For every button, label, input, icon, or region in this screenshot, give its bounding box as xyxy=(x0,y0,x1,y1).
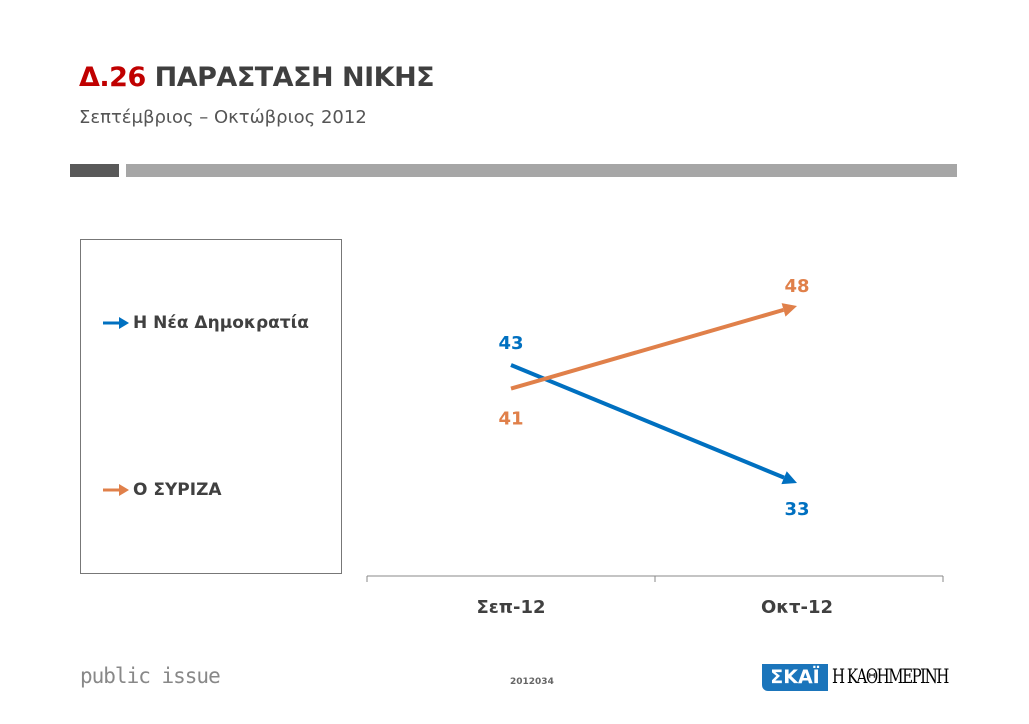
data-label: 41 xyxy=(498,409,523,430)
series-arrowhead xyxy=(781,471,797,485)
data-label: 43 xyxy=(498,333,523,354)
title-text: ΠΑΡΑΣΤΑΣΗ ΝΙΚΗΣ xyxy=(154,62,435,93)
legend-label: Η Νέα Δημοκρατία xyxy=(133,313,309,333)
survey-code: 2012034 xyxy=(510,677,554,687)
slide-code: Δ.26 xyxy=(79,62,146,93)
divider-dark xyxy=(70,164,119,177)
x-tick-label: Σεπ-12 xyxy=(476,597,545,618)
skai-logo: ΣΚΑΪ xyxy=(762,664,828,691)
page-subtitle: Σεπτέμβριος – Οκτώβριος 2012 xyxy=(79,107,367,128)
kathimerini-logo: Η ΚΑΘΗΜΕΡΙΝΗ xyxy=(832,664,949,688)
series-line xyxy=(510,307,785,391)
series-line xyxy=(510,363,785,480)
public-issue-logo: public issue xyxy=(80,664,221,688)
page-title: Δ.26 ΠΑΡΑΣΤΑΣΗ ΝΙΚΗΣ xyxy=(79,62,435,93)
data-label: 33 xyxy=(784,499,809,520)
legend-label: Ο ΣΥΡΙΖΑ xyxy=(133,480,222,500)
divider-light xyxy=(126,164,957,177)
x-tick-label: Οκτ-12 xyxy=(761,597,833,618)
data-label: 48 xyxy=(784,276,809,297)
legend-item-syriza: Ο ΣΥΡΙΖΑ xyxy=(101,480,222,500)
legend-item-nd: Η Νέα Δημοκρατία xyxy=(101,313,309,333)
arrow-icon xyxy=(103,317,129,329)
series-arrowhead xyxy=(781,303,797,317)
arrow-icon xyxy=(103,484,129,496)
legend: Η Νέα Δημοκρατία Ο ΣΥΡΙΖΑ xyxy=(80,239,342,574)
